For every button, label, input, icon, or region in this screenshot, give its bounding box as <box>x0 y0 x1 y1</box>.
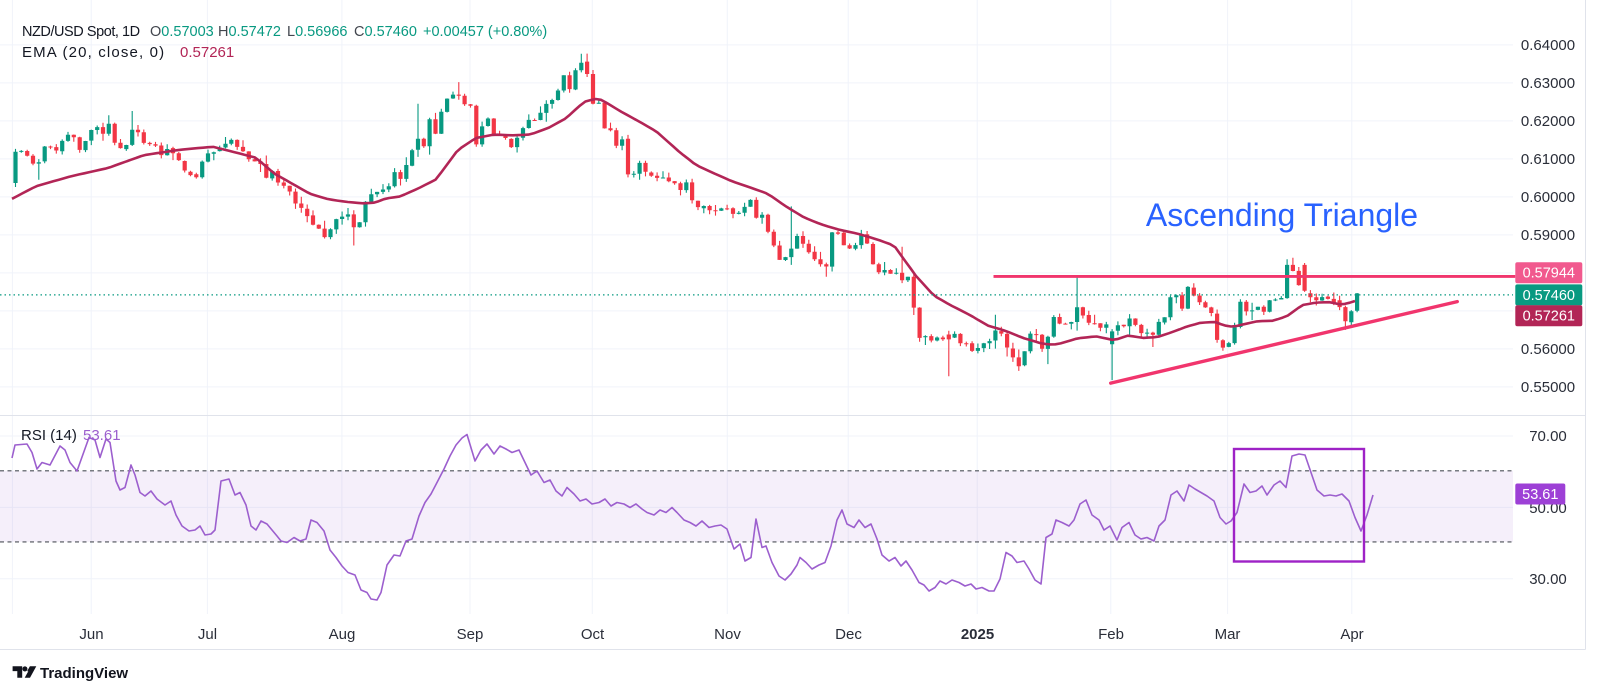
svg-text:0.64000: 0.64000 <box>1521 37 1575 54</box>
svg-text:Jun: Jun <box>79 626 103 643</box>
svg-text:C0.57460: C0.57460 <box>354 24 417 40</box>
svg-text:RSI (14): RSI (14) <box>21 427 77 444</box>
svg-text:Jul: Jul <box>198 626 217 643</box>
svg-text:NZD/USD Spot, 1D: NZD/USD Spot, 1D <box>22 24 140 40</box>
svg-text:Sep: Sep <box>457 626 484 643</box>
svg-text:0.60000: 0.60000 <box>1521 189 1575 206</box>
svg-text:0.56000: 0.56000 <box>1521 341 1575 358</box>
svg-text:Feb: Feb <box>1098 626 1124 643</box>
svg-text:0.59000: 0.59000 <box>1521 227 1575 244</box>
svg-text:0.63000: 0.63000 <box>1521 75 1575 92</box>
svg-text:Dec: Dec <box>835 626 862 643</box>
svg-text:0.57261: 0.57261 <box>180 44 234 61</box>
svg-text:Apr: Apr <box>1340 626 1363 643</box>
svg-text:O0.57003: O0.57003 <box>150 24 214 40</box>
svg-text:30.00: 30.00 <box>1529 571 1567 588</box>
svg-text:EMA (20, close, 0): EMA (20, close, 0) <box>22 44 165 61</box>
svg-text:0.61000: 0.61000 <box>1521 151 1575 168</box>
svg-text:TradingView: TradingView <box>40 665 128 682</box>
svg-text:Mar: Mar <box>1215 626 1241 643</box>
svg-text:53.61: 53.61 <box>83 427 121 444</box>
svg-text:53.61: 53.61 <box>1522 487 1558 503</box>
svg-text:0.62000: 0.62000 <box>1521 113 1575 130</box>
svg-text:0.57460: 0.57460 <box>1523 288 1575 304</box>
svg-text:0.57944: 0.57944 <box>1523 266 1575 282</box>
svg-text:0.57261: 0.57261 <box>1523 309 1575 325</box>
svg-text:L0.56966: L0.56966 <box>287 24 348 40</box>
svg-text:H0.57472: H0.57472 <box>218 24 281 40</box>
svg-text:2025: 2025 <box>961 626 994 643</box>
svg-text:0.55000: 0.55000 <box>1521 379 1575 396</box>
svg-text:Oct: Oct <box>581 626 605 643</box>
svg-text:Nov: Nov <box>714 626 741 643</box>
svg-text:Aug: Aug <box>329 626 356 643</box>
svg-text:70.00: 70.00 <box>1529 428 1567 445</box>
svg-text:Ascending Triangle: Ascending Triangle <box>1146 197 1418 233</box>
svg-text:+0.00457 (+0.80%): +0.00457 (+0.80%) <box>423 24 547 40</box>
